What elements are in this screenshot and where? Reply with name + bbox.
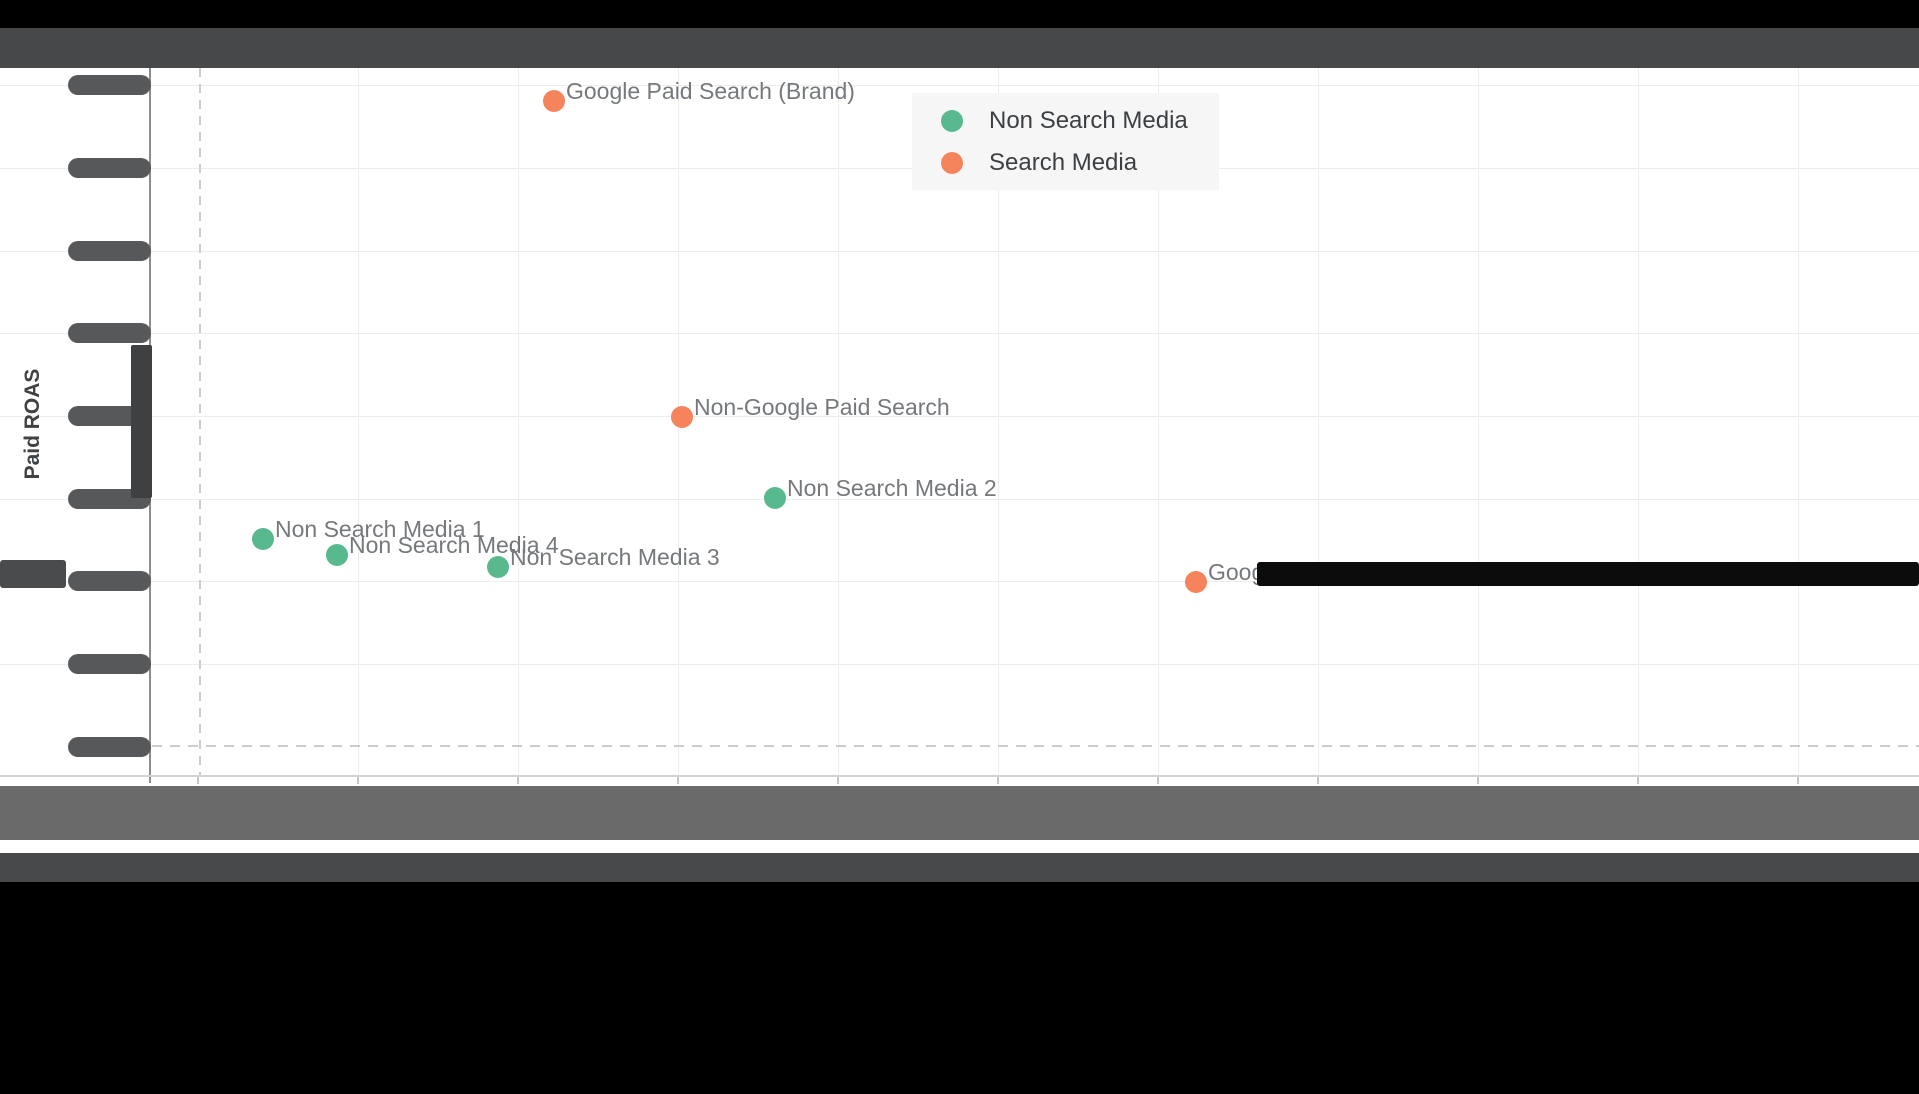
redaction-x-title-band — [0, 853, 1919, 882]
legend-dot-search-media — [941, 151, 963, 174]
x-axis-tick — [1157, 777, 1159, 784]
redaction-top-black-bar — [0, 0, 1919, 28]
point-label: Non Search Media 3 — [510, 544, 720, 570]
h-gridline — [0, 85, 1919, 86]
legend-item-label: Search Media — [989, 148, 1138, 176]
redacted-y-tick-label — [68, 75, 151, 95]
redacted-y-tick-label — [68, 323, 151, 343]
v-gridline — [1318, 68, 1319, 775]
x-axis-tick — [997, 777, 999, 784]
x-axis-line — [0, 775, 1919, 777]
v-gridline — [1638, 68, 1639, 775]
redacted-y-tick-label — [68, 158, 151, 178]
redacted-y-tick-label — [68, 737, 151, 757]
redaction-right-label-bar — [1257, 562, 1919, 586]
x-axis-tick — [1317, 777, 1319, 784]
h-gridline — [0, 664, 1919, 665]
x-axis-tick — [1637, 777, 1639, 784]
h-gridline — [0, 251, 1919, 252]
legend: Non Search Media Search Media — [912, 93, 1219, 190]
point-label: Non Search Media 2 — [787, 475, 997, 501]
scatter-point[interactable] — [252, 528, 274, 550]
legend-item-label: Non Search Media — [989, 106, 1188, 134]
scatter-point[interactable] — [326, 544, 348, 566]
redacted-y-tick-label — [68, 489, 151, 509]
v-gridline — [1158, 68, 1159, 775]
v-gridline — [518, 68, 519, 775]
x-axis-tick — [357, 777, 359, 784]
x-axis-tick — [197, 777, 199, 784]
v-gridline — [1798, 68, 1799, 775]
legend-dot-non-search-media — [941, 109, 963, 132]
v-gridline — [1478, 68, 1479, 775]
v-gridline — [838, 68, 839, 775]
redacted-y-tick-label — [68, 241, 151, 261]
redaction-bottom-black-area — [0, 882, 1919, 1094]
y-axis-title: Paid ROAS — [21, 368, 44, 480]
redaction-x-tick-band — [0, 786, 1919, 840]
legend-item-non-search-media[interactable]: Non Search Media — [941, 107, 1219, 135]
redaction-y-axis-strip — [131, 345, 152, 498]
point-label: Non-Google Paid Search — [694, 394, 950, 420]
x-axis-tick — [677, 777, 679, 784]
redaction-left-edge-bar — [0, 560, 66, 588]
scatter-point[interactable] — [487, 556, 509, 578]
v-gridline — [358, 68, 359, 775]
scatter-point[interactable] — [671, 406, 693, 428]
point-label: Goog — [1208, 559, 1265, 585]
scatter-point[interactable] — [1185, 571, 1207, 593]
x-axis-tick — [1797, 777, 1799, 784]
h-gridline — [0, 581, 1919, 582]
point-label: Google Paid Search (Brand) — [566, 78, 855, 104]
x-axis-tick — [517, 777, 519, 784]
scatter-point[interactable] — [543, 90, 565, 112]
legend-item-search-media[interactable]: Search Media — [941, 149, 1219, 177]
redaction-header-band — [0, 28, 1919, 68]
h-gridline — [0, 333, 1919, 334]
v-gridline — [998, 68, 999, 775]
h-gridline — [0, 416, 1919, 417]
redacted-y-tick-label — [68, 654, 151, 674]
x-axis-tick — [1477, 777, 1479, 784]
redacted-y-tick-label — [68, 406, 151, 426]
redacted-y-tick-label — [68, 571, 151, 591]
scatter-point[interactable] — [764, 487, 786, 509]
dashed-horizontal-line — [152, 745, 1919, 747]
dashed-vertical-line — [199, 68, 201, 775]
x-axis-tick — [837, 777, 839, 784]
point-label: Non Search Media 1 — [275, 516, 485, 542]
point-label: Non Search Media 4 — [349, 532, 559, 558]
h-gridline — [0, 499, 1919, 500]
